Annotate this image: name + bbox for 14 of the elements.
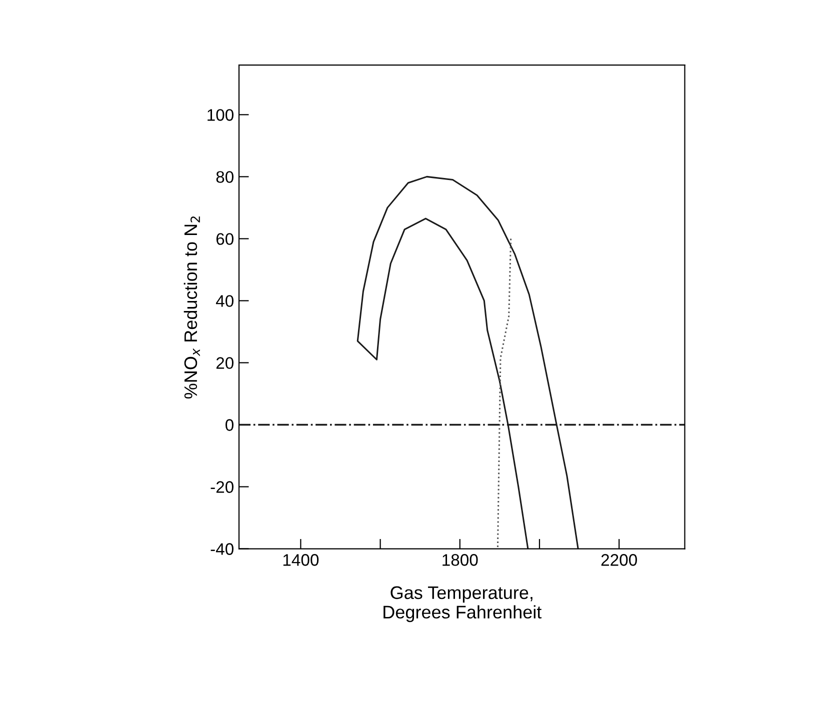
y-tick-label: 20 — [216, 357, 234, 369]
y-tick-label: 0 — [226, 419, 234, 431]
line-series — [496, 238, 512, 549]
x-tick-label: 1400 — [283, 554, 319, 566]
y-tick-label: 100 — [208, 109, 234, 121]
x-tick-label: 2200 — [601, 554, 637, 566]
y-axis-title: %NO$_{x}$ Reduction to N$_{2}$ — [184, 216, 200, 399]
y-tick-label: 40 — [216, 295, 234, 307]
y-tick-label: 80 — [216, 171, 234, 183]
y-tick-label: -40 — [210, 543, 234, 555]
y-tick-label: 60 — [216, 233, 234, 245]
x-tick-label: 1800 — [442, 554, 478, 566]
y-tick-label: -20 — [210, 481, 234, 493]
x-axis-title: Gas Temperature, Degrees Fahrenheit — [384, 586, 542, 622]
